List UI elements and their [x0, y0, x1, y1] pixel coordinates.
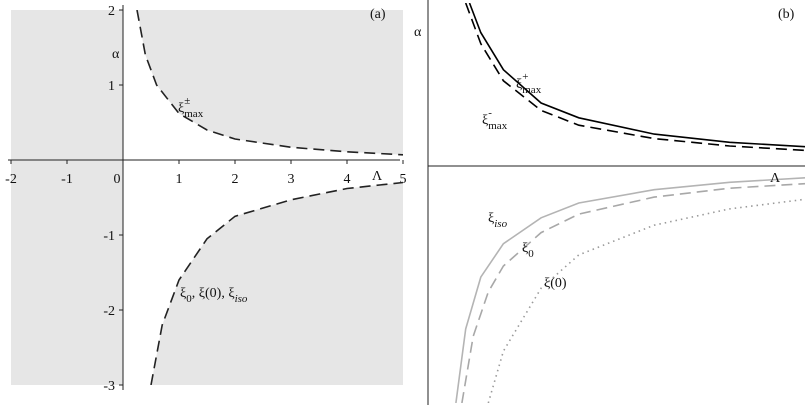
- label-part: iso: [494, 218, 507, 230]
- label-part: max: [522, 84, 541, 96]
- x-tick-label: 0: [114, 172, 121, 187]
- x-tick-label: -2: [5, 172, 17, 187]
- curve-label: ξmax±: [178, 95, 204, 120]
- plot-area: [136, 10, 403, 385]
- curve-label: ξmax-: [482, 107, 508, 132]
- panel-label: (a): [370, 7, 386, 22]
- label-part: ξ: [516, 77, 522, 92]
- label-part: max: [488, 120, 507, 132]
- x-tick-label: 5: [400, 172, 407, 187]
- label-part: ξ: [522, 241, 528, 256]
- y-tick-label: -2: [103, 304, 115, 319]
- curve-label: ξiso: [488, 211, 508, 230]
- y-tick-label: -1: [103, 229, 115, 244]
- curve: [150, 181, 403, 385]
- label-part: ξ(0): [544, 276, 567, 291]
- curve-label: ξ(0): [544, 276, 567, 291]
- plot-area: [455, 3, 805, 403]
- label-part: -: [488, 107, 492, 119]
- curve: [487, 198, 805, 403]
- x-tick-label: 4: [344, 172, 351, 187]
- y-tick-label: 2: [108, 4, 115, 19]
- curve: [464, 3, 805, 152]
- label-part: max: [184, 108, 203, 120]
- curve-label: ξmax+: [516, 71, 542, 96]
- y-tick-label: 1: [108, 79, 115, 94]
- y-axis-label: α: [414, 25, 422, 40]
- x-axis-label: Λ: [372, 169, 383, 184]
- x-axis-label: Λ: [770, 171, 781, 186]
- label-part: ξ: [178, 101, 184, 116]
- curve-label: ξ0: [522, 241, 534, 260]
- label-part: ξ: [488, 211, 494, 226]
- curve: [461, 182, 805, 403]
- label-part: ±: [184, 95, 190, 107]
- curve-label: ξ0, ξ(0), ξiso: [180, 286, 248, 305]
- unshaded-region: [123, 160, 403, 385]
- label-part: 0: [186, 293, 192, 305]
- unshaded-region: [123, 10, 403, 160]
- label-part: ξ: [180, 286, 186, 301]
- curve: [455, 177, 805, 403]
- label-part: iso: [235, 293, 248, 305]
- label-part: , ξ(0), ξ: [192, 286, 235, 301]
- label-part: ξ: [482, 113, 488, 128]
- curve: [468, 3, 805, 148]
- x-tick-label: 3: [288, 172, 295, 187]
- y-tick-label: -3: [103, 379, 115, 394]
- x-tick-label: 1: [176, 172, 183, 187]
- panel-label: (b): [778, 7, 795, 22]
- x-tick-label: -1: [61, 172, 73, 187]
- label-part: +: [522, 71, 528, 83]
- y-axis-label: α: [112, 47, 120, 62]
- curve: [136, 10, 403, 156]
- label-part: 0: [528, 248, 534, 260]
- x-tick-label: 2: [232, 172, 239, 187]
